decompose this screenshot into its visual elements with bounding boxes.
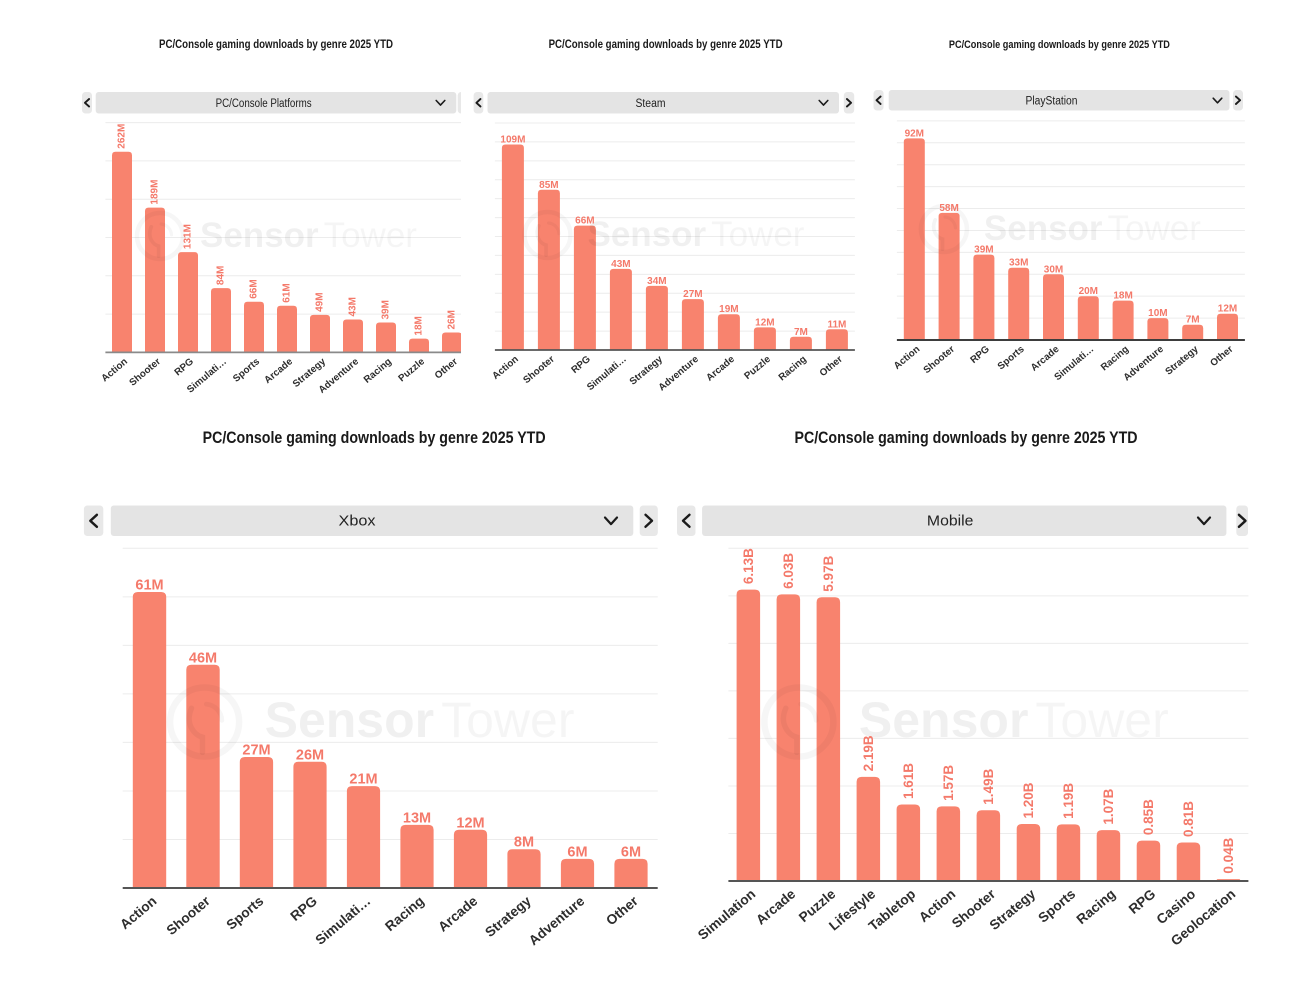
svg-text:Sensor: Sensor — [859, 692, 1029, 748]
svg-text:Mobile: Mobile — [927, 513, 974, 530]
svg-text:Sensor: Sensor — [588, 215, 707, 254]
svg-text:7M: 7M — [1186, 315, 1200, 326]
svg-text:6M: 6M — [621, 844, 641, 860]
svg-text:20M: 20M — [1079, 286, 1098, 297]
svg-text:1.49B: 1.49B — [981, 768, 996, 804]
svg-text:PC/Console Platforms: PC/Console Platforms — [216, 98, 312, 110]
svg-text:66M: 66M — [249, 279, 260, 298]
svg-text:46M: 46M — [189, 650, 217, 666]
svg-text:Sensor: Sensor — [984, 209, 1103, 248]
svg-text:12M: 12M — [1218, 304, 1237, 315]
svg-text:7M: 7M — [794, 327, 808, 338]
svg-text:66M: 66M — [575, 216, 594, 227]
svg-text:26M: 26M — [447, 310, 458, 329]
svg-text:43M: 43M — [611, 259, 630, 270]
svg-text:61M: 61M — [282, 283, 293, 302]
svg-text:12M: 12M — [456, 815, 484, 831]
svg-text:30M: 30M — [1044, 264, 1063, 275]
svg-text:39M: 39M — [974, 245, 993, 256]
svg-text:85M: 85M — [539, 180, 558, 191]
svg-text:Steam: Steam — [636, 98, 666, 110]
svg-text:58M: 58M — [939, 203, 958, 214]
svg-text:2.19B: 2.19B — [861, 735, 876, 771]
svg-text:13M: 13M — [403, 810, 431, 826]
svg-text:Tower: Tower — [324, 216, 418, 255]
svg-text:PC/Console gaming downloads by: PC/Console gaming downloads by genre 202… — [159, 37, 393, 51]
svg-text:0.04B: 0.04B — [1221, 837, 1236, 873]
svg-text:PlayStation: PlayStation — [1026, 96, 1078, 108]
svg-text:1.20B: 1.20B — [1021, 782, 1036, 818]
svg-text:19M: 19M — [719, 304, 738, 315]
svg-text:33M: 33M — [1009, 258, 1028, 269]
svg-text:18M: 18M — [1113, 291, 1132, 302]
svg-text:Tower: Tower — [441, 692, 574, 748]
svg-text:PC/Console gaming downloads by: PC/Console gaming downloads by genre 202… — [949, 39, 1170, 51]
svg-text:18M: 18M — [414, 316, 425, 335]
svg-text:92M: 92M — [905, 128, 924, 139]
svg-text:Sensor: Sensor — [265, 692, 435, 748]
svg-text:Xbox: Xbox — [339, 513, 377, 530]
svg-text:PC/Console gaming downloads by: PC/Console gaming downloads by genre 202… — [203, 429, 546, 447]
svg-text:1.19B: 1.19B — [1061, 783, 1076, 819]
svg-text:10M: 10M — [1148, 308, 1167, 319]
svg-text:Tower: Tower — [711, 215, 805, 254]
svg-text:6.13B: 6.13B — [741, 548, 756, 584]
svg-text:0.81B: 0.81B — [1181, 801, 1196, 837]
svg-text:6.03B: 6.03B — [781, 553, 796, 589]
svg-text:189M: 189M — [150, 180, 161, 205]
svg-text:1.57B: 1.57B — [941, 765, 956, 801]
svg-text:Tower: Tower — [1108, 209, 1202, 248]
svg-text:109M: 109M — [500, 135, 525, 146]
svg-text:34M: 34M — [647, 276, 666, 287]
svg-text:Sensor: Sensor — [200, 216, 319, 255]
svg-text:27M: 27M — [242, 743, 270, 759]
svg-text:43M: 43M — [348, 297, 359, 316]
svg-text:PC/Console gaming downloads by: PC/Console gaming downloads by genre 202… — [549, 37, 783, 51]
svg-text:5.97B: 5.97B — [821, 555, 836, 591]
svg-text:Tower: Tower — [1035, 692, 1168, 748]
svg-text:0.85B: 0.85B — [1141, 799, 1156, 835]
svg-text:49M: 49M — [315, 292, 326, 311]
svg-text:1.07B: 1.07B — [1101, 788, 1116, 824]
svg-text:131M: 131M — [183, 224, 194, 249]
svg-text:8M: 8M — [514, 835, 534, 851]
svg-text:61M: 61M — [135, 578, 163, 594]
svg-text:1.61B: 1.61B — [901, 763, 916, 799]
svg-text:84M: 84M — [216, 266, 227, 285]
svg-text:PC/Console gaming downloads by: PC/Console gaming downloads by genre 202… — [795, 429, 1138, 447]
svg-text:262M: 262M — [117, 124, 128, 149]
svg-text:27M: 27M — [683, 289, 702, 300]
svg-text:39M: 39M — [381, 300, 392, 319]
svg-text:26M: 26M — [296, 747, 324, 763]
svg-text:11M: 11M — [827, 319, 846, 330]
svg-text:21M: 21M — [349, 772, 377, 788]
svg-text:6M: 6M — [567, 844, 587, 860]
svg-text:12M: 12M — [755, 317, 774, 328]
